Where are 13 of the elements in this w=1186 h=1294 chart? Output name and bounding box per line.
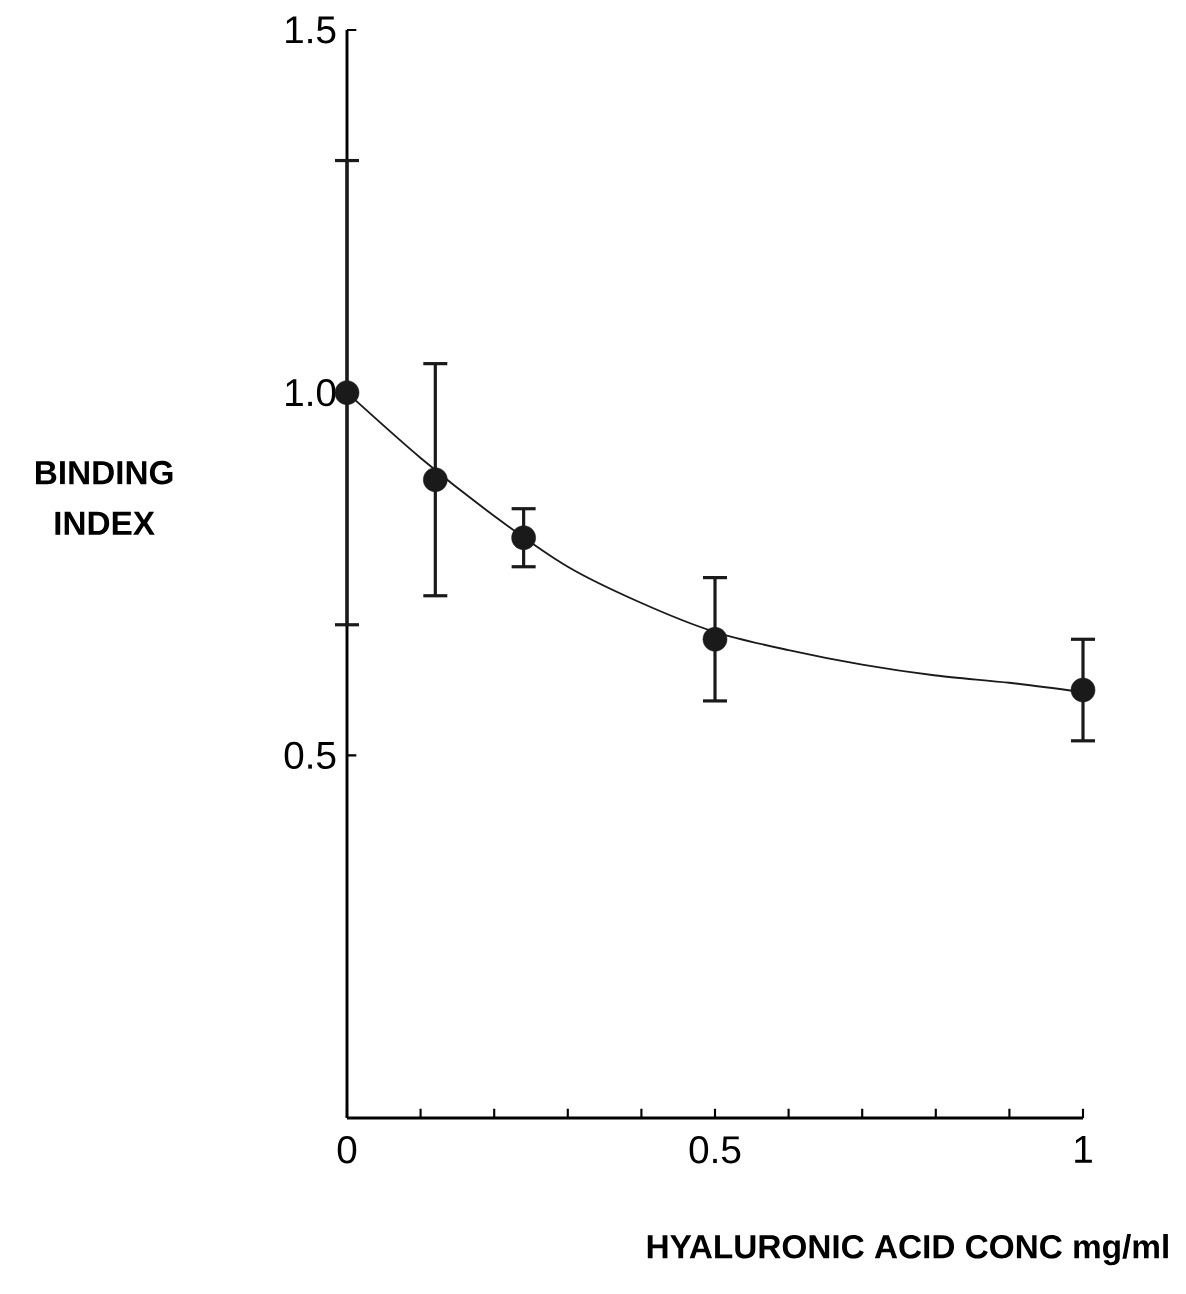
- y-tick-label: 1.0: [286, 378, 336, 407]
- x-axis-title: HYALURONIC ACID CONC mg/ml: [647, 1234, 1168, 1266]
- point: [702, 627, 728, 652]
- point: [334, 380, 360, 405]
- x-tick-label: 0: [337, 1136, 357, 1164]
- y-tick-label: 1.5: [286, 16, 336, 44]
- point: [511, 525, 536, 550]
- point: [1070, 677, 1096, 703]
- point: [423, 467, 448, 492]
- y-tick-label: 0.5: [284, 741, 336, 770]
- y-axis-title: BINDING INDEX: [35, 460, 173, 535]
- x-tick-label: 1: [1075, 1136, 1092, 1163]
- x-tick-label: 0.5: [689, 1136, 741, 1164]
